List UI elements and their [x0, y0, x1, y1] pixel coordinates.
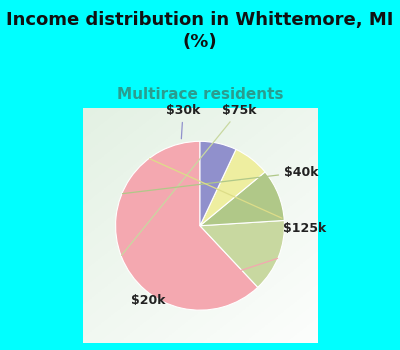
Text: $40k: $40k — [122, 166, 318, 194]
Text: $20k: $20k — [131, 258, 278, 307]
Text: $75k: $75k — [122, 104, 257, 256]
Text: Income distribution in Whittemore, MI
(%): Income distribution in Whittemore, MI (%… — [6, 11, 394, 51]
Wedge shape — [200, 141, 236, 226]
Wedge shape — [200, 172, 284, 226]
Text: Multirace residents: Multirace residents — [117, 88, 283, 102]
Text: $30k: $30k — [166, 104, 200, 139]
Wedge shape — [200, 149, 265, 226]
Text: $125k: $125k — [150, 159, 327, 235]
Wedge shape — [116, 141, 258, 310]
Wedge shape — [200, 220, 284, 287]
